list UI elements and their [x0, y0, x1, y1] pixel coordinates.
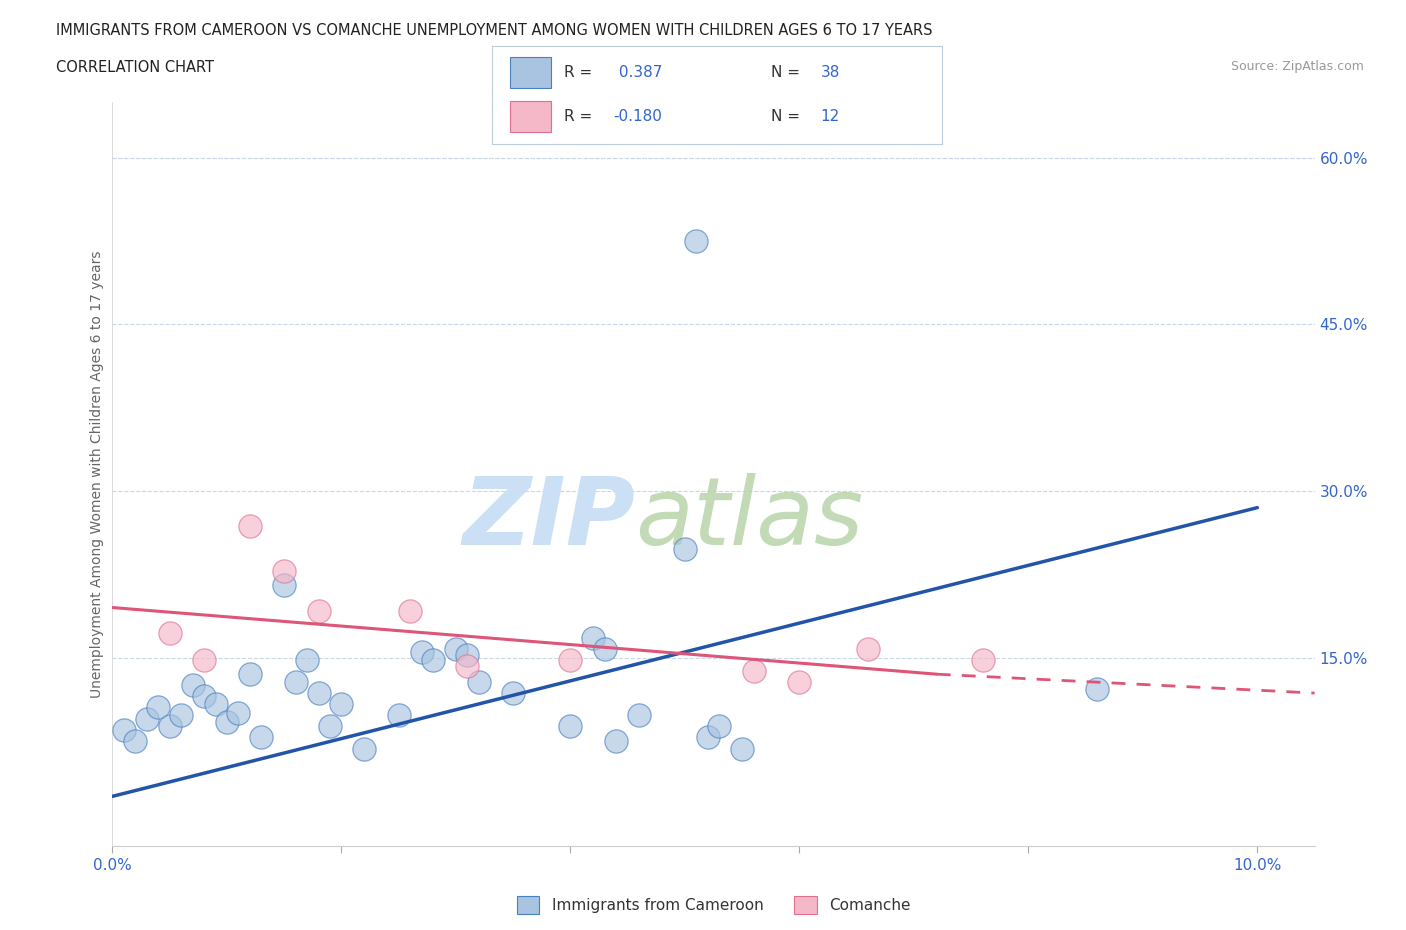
Point: [388, 708, 411, 723]
Point: [972, 652, 994, 667]
Point: [673, 541, 696, 556]
Point: [170, 708, 193, 723]
Point: [193, 652, 215, 667]
Point: [239, 519, 262, 534]
Point: [250, 730, 273, 745]
Point: [582, 631, 605, 645]
Point: [789, 674, 811, 689]
Bar: [510, 101, 551, 132]
Point: [444, 641, 467, 656]
Point: [628, 708, 651, 723]
Point: [353, 741, 375, 756]
Point: [856, 641, 879, 656]
Point: [135, 711, 157, 726]
Text: 0.387: 0.387: [613, 65, 662, 80]
Point: [159, 626, 181, 641]
Point: [228, 706, 250, 721]
Point: [215, 714, 238, 729]
Point: [560, 719, 582, 734]
Y-axis label: Unemployment Among Women with Children Ages 6 to 17 years: Unemployment Among Women with Children A…: [90, 250, 104, 698]
Point: [148, 700, 170, 715]
Text: atlas: atlas: [636, 473, 863, 565]
Point: [193, 689, 215, 704]
Point: [239, 667, 262, 682]
Point: [593, 641, 616, 656]
Legend: Immigrants from Cameroon, Comanche: Immigrants from Cameroon, Comanche: [510, 890, 917, 921]
Point: [411, 644, 433, 659]
Point: [273, 564, 295, 578]
Point: [112, 723, 135, 737]
Point: [308, 685, 330, 700]
Point: [319, 719, 342, 734]
Text: 12: 12: [821, 110, 839, 125]
Text: R =: R =: [564, 65, 598, 80]
Text: CORRELATION CHART: CORRELATION CHART: [56, 60, 214, 75]
Point: [742, 663, 765, 678]
Point: [456, 659, 478, 674]
Point: [399, 604, 422, 618]
Point: [159, 719, 181, 734]
Point: [330, 697, 353, 711]
Point: [685, 233, 707, 248]
Text: N =: N =: [770, 65, 804, 80]
Point: [181, 678, 204, 693]
Point: [284, 674, 307, 689]
Point: [605, 734, 627, 749]
Point: [295, 652, 318, 667]
Text: Source: ZipAtlas.com: Source: ZipAtlas.com: [1230, 60, 1364, 73]
Point: [696, 730, 718, 745]
Text: IMMIGRANTS FROM CAMEROON VS COMANCHE UNEMPLOYMENT AMONG WOMEN WITH CHILDREN AGES: IMMIGRANTS FROM CAMEROON VS COMANCHE UNE…: [56, 23, 932, 38]
Text: -0.180: -0.180: [613, 110, 662, 125]
Point: [308, 604, 330, 618]
Point: [502, 685, 524, 700]
Point: [273, 578, 295, 592]
Point: [468, 674, 491, 689]
Point: [422, 652, 444, 667]
Bar: [510, 58, 551, 88]
Point: [709, 719, 731, 734]
Text: R =: R =: [564, 110, 598, 125]
Point: [1085, 681, 1108, 696]
Text: N =: N =: [770, 110, 804, 125]
Point: [124, 734, 146, 749]
Point: [560, 652, 582, 667]
Point: [456, 648, 478, 663]
Text: 38: 38: [821, 65, 839, 80]
Text: ZIP: ZIP: [463, 473, 636, 565]
Point: [204, 697, 226, 711]
Point: [731, 741, 754, 756]
